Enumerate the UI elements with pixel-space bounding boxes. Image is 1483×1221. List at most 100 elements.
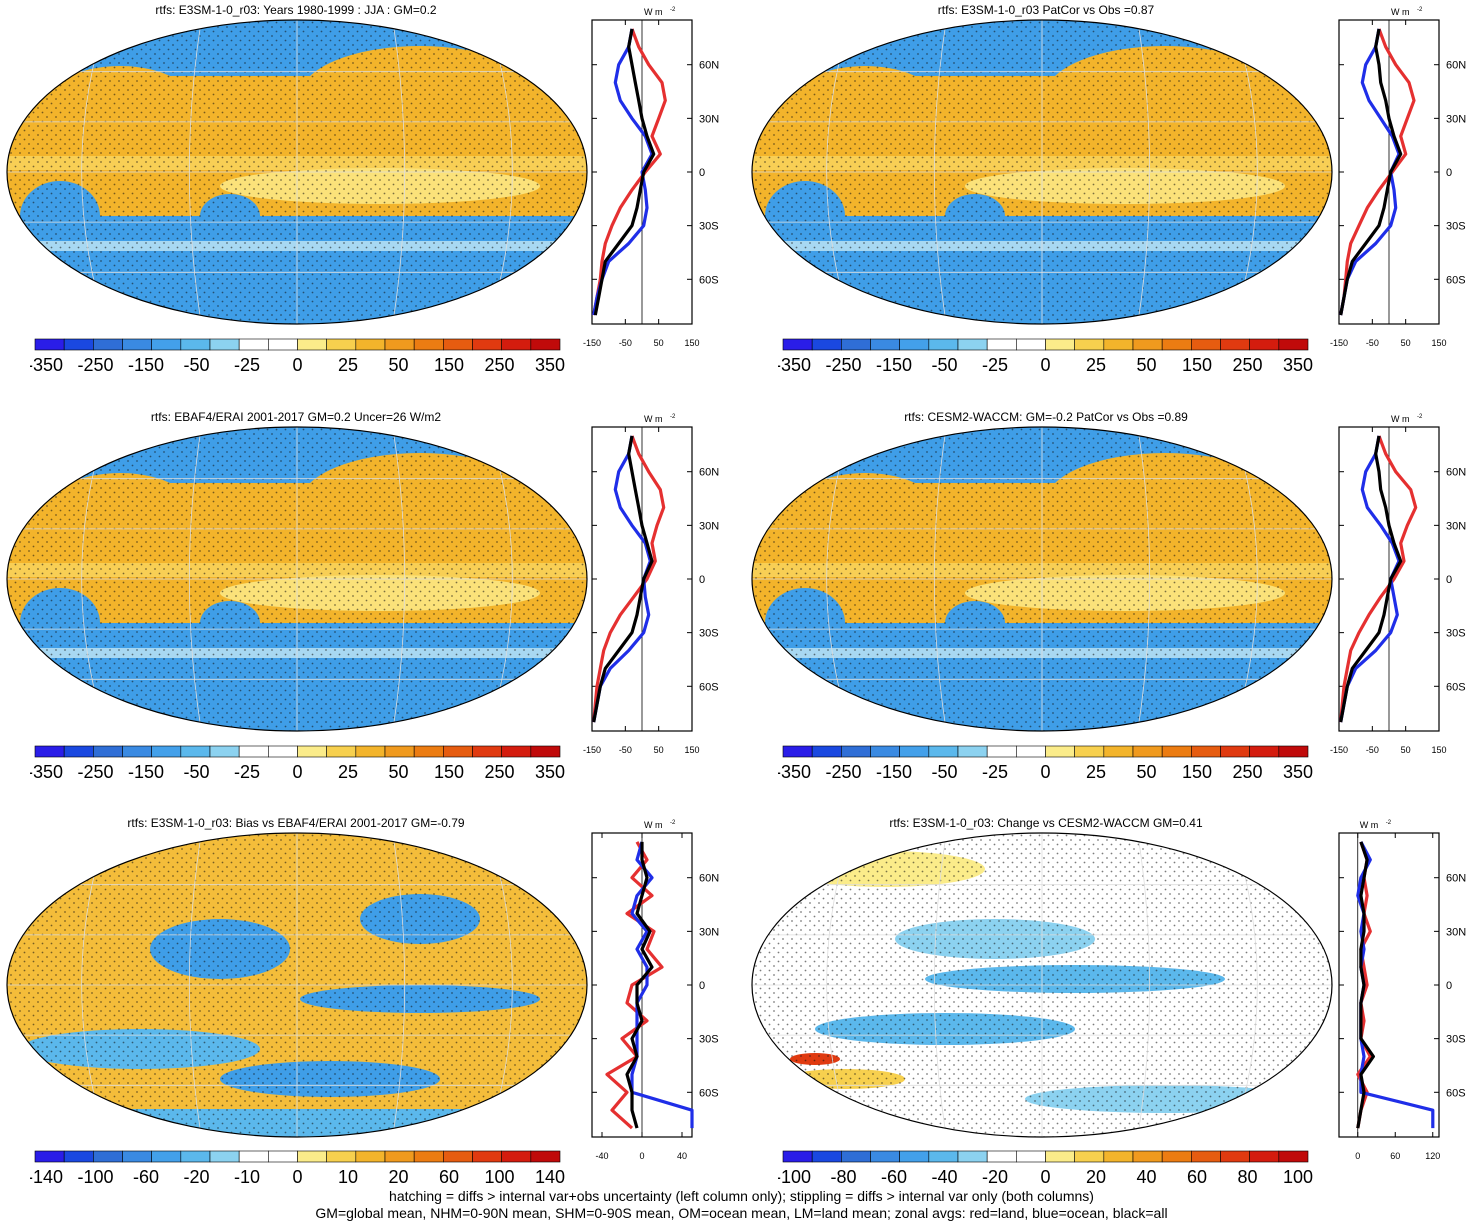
colorbar-swatch xyxy=(1074,338,1105,351)
lat-tick-label: 0 xyxy=(699,574,705,586)
colorbar-label: 50 xyxy=(388,355,408,375)
lat-tick-label: 60S xyxy=(699,1087,719,1099)
colorbar-label: 0 xyxy=(292,762,302,782)
x-tick-label: -150 xyxy=(1330,338,1348,348)
colorbar-swatch xyxy=(443,745,473,758)
colorbar-label: 250 xyxy=(484,355,514,375)
x-tick-label: -50 xyxy=(619,338,632,348)
lat-tick-label: 30S xyxy=(1446,628,1466,640)
zonal-series-ocean xyxy=(1356,841,1435,1129)
colorbar-swatch xyxy=(180,1150,211,1163)
colorbar-swatch xyxy=(443,1150,473,1163)
units-sup: -2 xyxy=(670,7,676,13)
colorbar-label: -40 xyxy=(931,1167,957,1187)
zonal-series-ocean xyxy=(630,841,694,1129)
colorbar-swatch xyxy=(209,338,240,351)
colorbar-label: -50 xyxy=(183,355,209,375)
zonal-plot: W m -2 60N 30N 0 30S 60S -150 -50 50 150 xyxy=(583,7,719,348)
colorbar-label: -80 xyxy=(830,1167,856,1187)
zonal-plot: W m -2 60N 30N 0 30S 60S -150 -50 50 150 xyxy=(583,414,719,755)
colorbar-label: 140 xyxy=(535,1167,565,1187)
colorbar-swatch xyxy=(34,745,65,758)
colorbar-label: 25 xyxy=(1086,355,1106,375)
colorbar-swatch xyxy=(63,338,94,351)
colorbar-swatch xyxy=(326,1150,357,1163)
colorbar-swatch xyxy=(957,745,988,758)
colorbar-label: 40 xyxy=(1136,1167,1156,1187)
panel-title: rtfs: E3SM-1-0_r03: Change vs CESM2-WACC… xyxy=(889,816,1203,830)
colorbar-swatch xyxy=(93,745,123,758)
colorbar-label: -250 xyxy=(77,355,113,375)
lat-tick-label: 60S xyxy=(699,274,719,286)
map-field xyxy=(752,20,1332,324)
colorbar-swatch xyxy=(1191,338,1221,351)
colorbar: -350 -250 -150 -50 -25 0 25 50 150 250 350 xyxy=(778,745,1313,782)
colorbar-swatch xyxy=(841,338,871,351)
colorbar-swatch xyxy=(1016,1150,1046,1163)
colorbar-label: -25 xyxy=(234,762,260,782)
colorbar-swatch xyxy=(1045,745,1075,758)
colorbar-label: -50 xyxy=(183,762,209,782)
colorbar-swatch xyxy=(472,338,502,351)
colorbar-swatch xyxy=(957,338,988,351)
colorbar-label: 250 xyxy=(1232,355,1262,375)
map-border xyxy=(751,426,1333,732)
map xyxy=(6,832,588,1138)
map xyxy=(751,832,1333,1138)
colorbar-swatch xyxy=(209,745,240,758)
panel-title: rtfs: E3SM-1-0_r03 PatCor vs Obs =0.87 xyxy=(937,3,1155,17)
map-border xyxy=(6,426,588,732)
colorbar-swatch xyxy=(93,1150,123,1163)
colorbar-label: 350 xyxy=(535,355,565,375)
colorbar-label: -60 xyxy=(881,1167,907,1187)
zonal-frame xyxy=(1338,832,1440,1138)
colorbar-label: -60 xyxy=(133,1167,159,1187)
units-sup: -2 xyxy=(670,820,676,826)
colorbar-label: 350 xyxy=(535,762,565,782)
colorbar-label: 20 xyxy=(1086,1167,1106,1187)
colorbar-label: -350 xyxy=(30,762,63,782)
panel-title: rtfs: E3SM-1-0_r03: Bias vs EBAF4/ERAI 2… xyxy=(127,816,465,830)
colorbar-label: -150 xyxy=(128,762,164,782)
colorbar-label: -25 xyxy=(982,762,1008,782)
map-border xyxy=(6,19,588,325)
colorbar-swatch xyxy=(297,1150,327,1163)
colorbar-swatch xyxy=(209,1150,240,1163)
colorbar-swatch xyxy=(870,745,900,758)
colorbar-swatch xyxy=(501,338,532,351)
colorbar-swatch xyxy=(238,338,269,351)
zonal-series-land xyxy=(1339,435,1418,723)
x-tick-label: 0 xyxy=(639,1151,644,1161)
colorbar-swatch xyxy=(34,1150,65,1163)
colorbar-swatch xyxy=(93,338,123,351)
map-field xyxy=(7,833,587,1137)
colorbar-label: -100 xyxy=(778,1167,811,1187)
lat-tick-label: 60S xyxy=(1446,681,1466,693)
colorbar-swatch xyxy=(472,745,502,758)
lat-tick-label: 60S xyxy=(1446,1087,1466,1099)
colorbar-swatch xyxy=(1220,745,1250,758)
colorbar-label: 25 xyxy=(338,762,358,782)
map-field xyxy=(752,833,1332,1137)
units-sup: -2 xyxy=(1417,7,1423,13)
lat-tick-label: 30S xyxy=(699,221,719,233)
colorbar-swatch xyxy=(530,338,561,351)
colorbar-label: -150 xyxy=(128,355,164,375)
zonal-plot: W m -2 60N 30N 0 30S 60S -40 0 40 xyxy=(591,820,719,1161)
colorbar-swatch xyxy=(1074,745,1105,758)
colorbar-label: 150 xyxy=(434,355,464,375)
lat-tick-label: 0 xyxy=(699,980,705,992)
colorbar-label: 20 xyxy=(388,1167,408,1187)
colorbar-swatch xyxy=(180,338,211,351)
colorbar-swatch xyxy=(1249,338,1280,351)
colorbar-swatch xyxy=(928,745,959,758)
units-label: W m xyxy=(644,7,663,17)
colorbar-label: 0 xyxy=(1040,355,1050,375)
panel-title: rtfs: CESM2-WACCM: GM=-0.2 PatCor vs Obs… xyxy=(904,410,1188,424)
colorbar-label: -10 xyxy=(234,1167,260,1187)
colorbar-swatch xyxy=(928,1150,959,1163)
footer-line-1: hatching = diffs > internal var+obs unce… xyxy=(389,1188,1094,1204)
x-tick-label: 50 xyxy=(1401,338,1411,348)
colorbar-label: 50 xyxy=(1136,355,1156,375)
colorbar-label: -50 xyxy=(931,355,957,375)
